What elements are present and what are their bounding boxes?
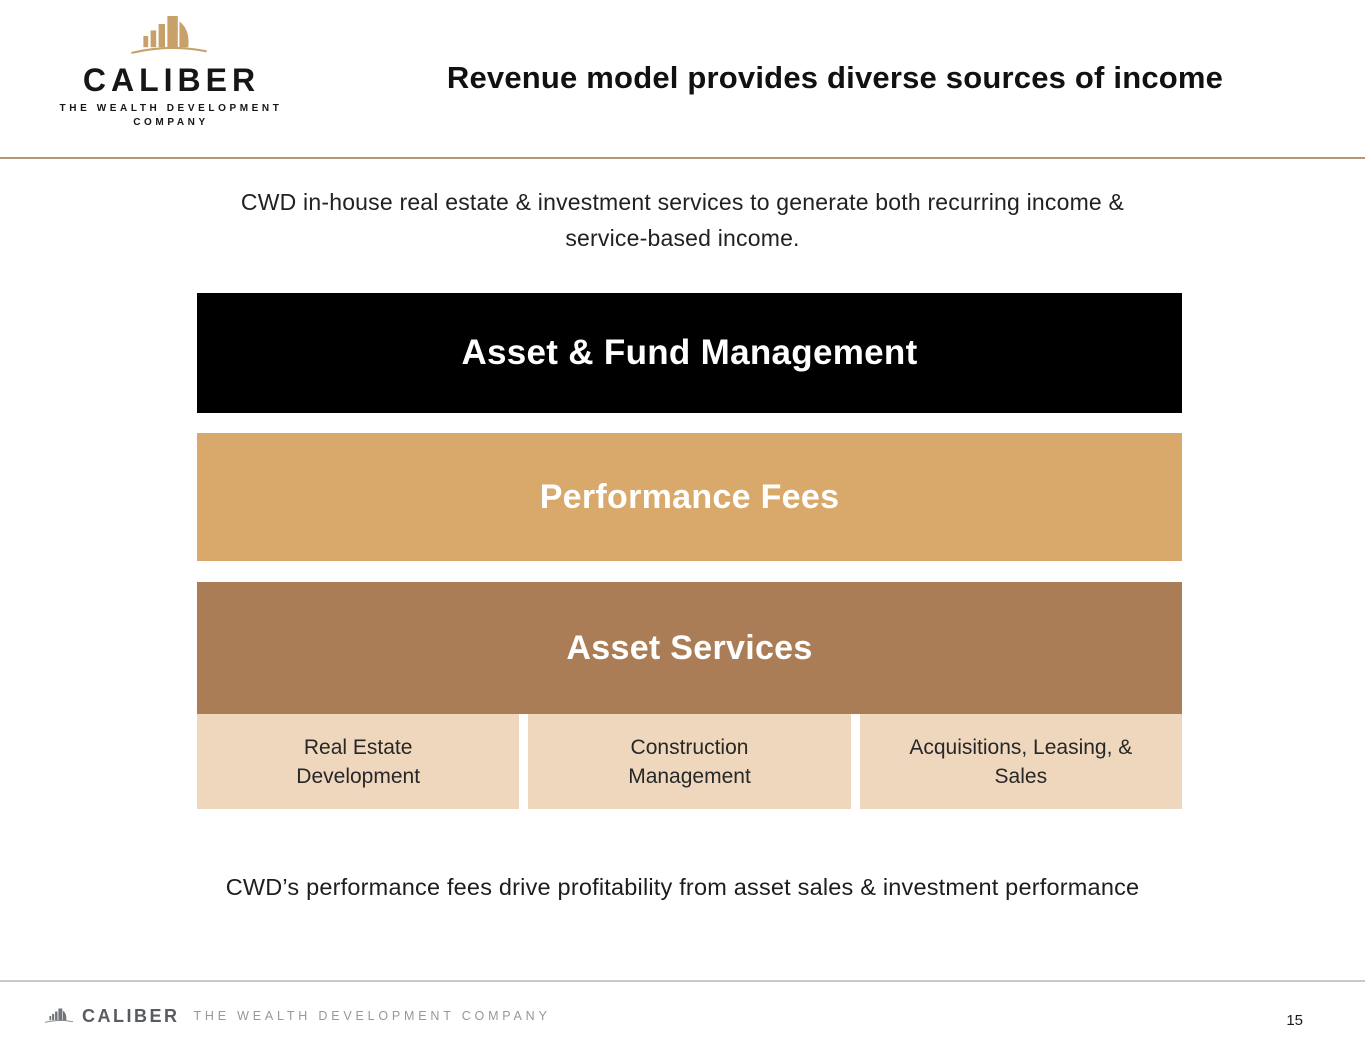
caliber-tagline-line-1: THE WEALTH DEVELOPMENT [59, 103, 283, 114]
revenue-stack-diagram: Asset & Fund Management Performance Fees… [197, 293, 1182, 809]
sub-box-label-line: Management [628, 764, 751, 788]
caliber-logo: CALIBER THE WEALTH DEVELOPMENT COMPANY [44, 12, 294, 130]
bar-asset-services: Asset Services [197, 582, 1182, 714]
bar-performance-fees-label: Performance Fees [539, 477, 840, 516]
footer: CALIBER THE WEALTH DEVELOPMENT COMPANY [44, 1005, 551, 1027]
caliber-tagline: THE WEALTH DEVELOPMENT COMPANY [44, 102, 294, 130]
caliber-wordmark: CALIBER [82, 62, 261, 98]
building-skyline-icon [44, 1005, 74, 1027]
sub-box-label-line: Construction [630, 735, 749, 759]
building-skyline-icon [125, 12, 213, 60]
slide-title: Revenue model provides diverse sources o… [446, 60, 1224, 95]
caliber-tagline-line-2: COMPANY [133, 117, 209, 128]
takeaway-text: CWD’s performance fees drive profitabili… [225, 874, 1140, 900]
bar-asset-fund-management: Asset & Fund Management [197, 293, 1182, 413]
sub-box-construction-management: Construction Management [528, 714, 851, 809]
sub-box-real-estate-development: Real Estate Development [197, 714, 520, 809]
sub-box-label-line: Sales [994, 764, 1048, 788]
asset-services-sub-row: Real Estate Development Construction Man… [197, 714, 1182, 809]
sub-box-label-line: Acquisitions, Leasing, & [909, 735, 1133, 759]
bar-asset-fund-management-label: Asset & Fund Management [461, 333, 918, 372]
bar-asset-services-label: Asset Services [566, 628, 813, 667]
bar-performance-fees: Performance Fees [197, 433, 1182, 561]
footer-caliber-wordmark: CALIBER [82, 1005, 180, 1026]
footer-tagline: THE WEALTH DEVELOPMENT COMPANY [193, 1009, 551, 1023]
sub-box-label-line: Development [296, 764, 421, 788]
header-divider [0, 157, 1365, 159]
intro-text: CWD in-house real estate & investment se… [0, 184, 1365, 256]
sub-box-acquisitions-leasing-sales: Acquisitions, Leasing, & Sales [859, 714, 1182, 809]
footer-divider [0, 980, 1365, 982]
intro-line-1: CWD in-house real estate & investment se… [240, 189, 1125, 215]
intro-line-2: service-based income. [565, 225, 800, 251]
page-number: 15 [1286, 1012, 1303, 1029]
sub-box-label-line: Real Estate [303, 735, 413, 759]
